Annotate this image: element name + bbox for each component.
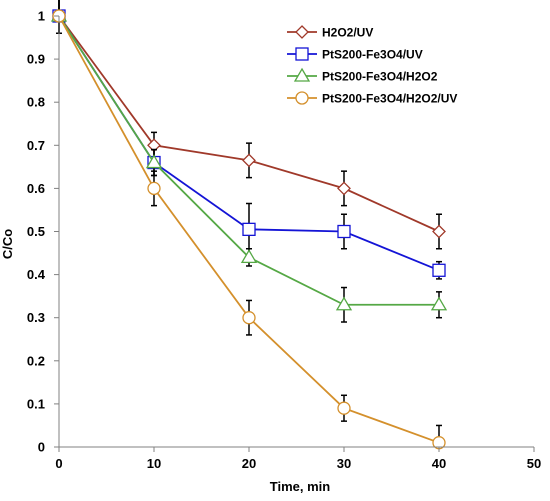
legend: H2O2/UV PtS200-Fe3O4/UV PtS200-Fe3O4/H2O2 P… — [287, 25, 457, 106]
data-point — [335, 296, 353, 311]
data-point — [242, 311, 256, 325]
data-point — [145, 154, 163, 169]
y-tick-label: 0.1 — [27, 396, 45, 411]
x-tick-label: 20 — [242, 456, 256, 471]
data-point — [432, 224, 446, 239]
y-axis-title: C/Co — [0, 229, 15, 259]
legend-entry-0: H2O2/UV — [287, 25, 373, 40]
y-tick-label: 0.7 — [27, 138, 45, 153]
legend-marker — [293, 67, 311, 82]
y-tick-label: 0.3 — [27, 310, 45, 325]
legend-marker — [295, 91, 309, 105]
legend-marker — [295, 47, 309, 61]
data-point — [242, 153, 256, 168]
x-tick-label: 40 — [432, 456, 446, 471]
series-3 — [52, 0, 446, 450]
x-tick-label: 30 — [337, 456, 351, 471]
data-point — [430, 296, 448, 311]
data-point — [337, 224, 351, 239]
legend-label: PtS200-Fe3O4/H2O2 — [322, 70, 438, 84]
x-tick-label: 50 — [527, 456, 541, 471]
y-tick-label: 0.8 — [27, 95, 45, 110]
data-point — [432, 263, 446, 277]
legend-entry-2: PtS200-Fe3O4/H2O2 — [287, 67, 438, 84]
y-tick-label: 0 — [38, 440, 45, 455]
y-tick-label: 0.5 — [27, 224, 45, 239]
data-point — [147, 181, 161, 196]
y-tick-label: 0.9 — [27, 52, 45, 67]
x-tick-label: 10 — [147, 456, 161, 471]
data-point — [337, 181, 351, 196]
y-tick-label: 1 — [38, 9, 45, 24]
legend-label: PtS200-Fe3O4/H2O2/UV — [322, 92, 457, 106]
y-tick-label: 0.4 — [27, 267, 46, 282]
series-1 — [52, 0, 446, 280]
data-point — [242, 222, 256, 236]
x-tick-label: 0 — [55, 456, 62, 471]
legend-label: PtS200-Fe3O4/UV — [322, 48, 423, 62]
legend-entry-3: PtS200-Fe3O4/H2O2/UV — [287, 91, 457, 106]
legend-label: H2O2/UV — [322, 26, 373, 40]
data-point — [337, 401, 351, 415]
y-tick-label: 0.2 — [27, 353, 45, 368]
legend-entry-1: PtS200-Fe3O4/UV — [287, 47, 423, 62]
plot-area — [50, 0, 448, 450]
axes: 0 10 20 30 40 50 0 0.1 0.2 0.3 0.4 0.5 0.6 0.7 0.8 0.9 1 — [27, 9, 541, 472]
y-tick-label: 0.6 — [27, 181, 45, 196]
legend-marker — [295, 25, 309, 39]
data-point — [240, 249, 258, 264]
x-axis-title: Time, min — [270, 479, 331, 494]
